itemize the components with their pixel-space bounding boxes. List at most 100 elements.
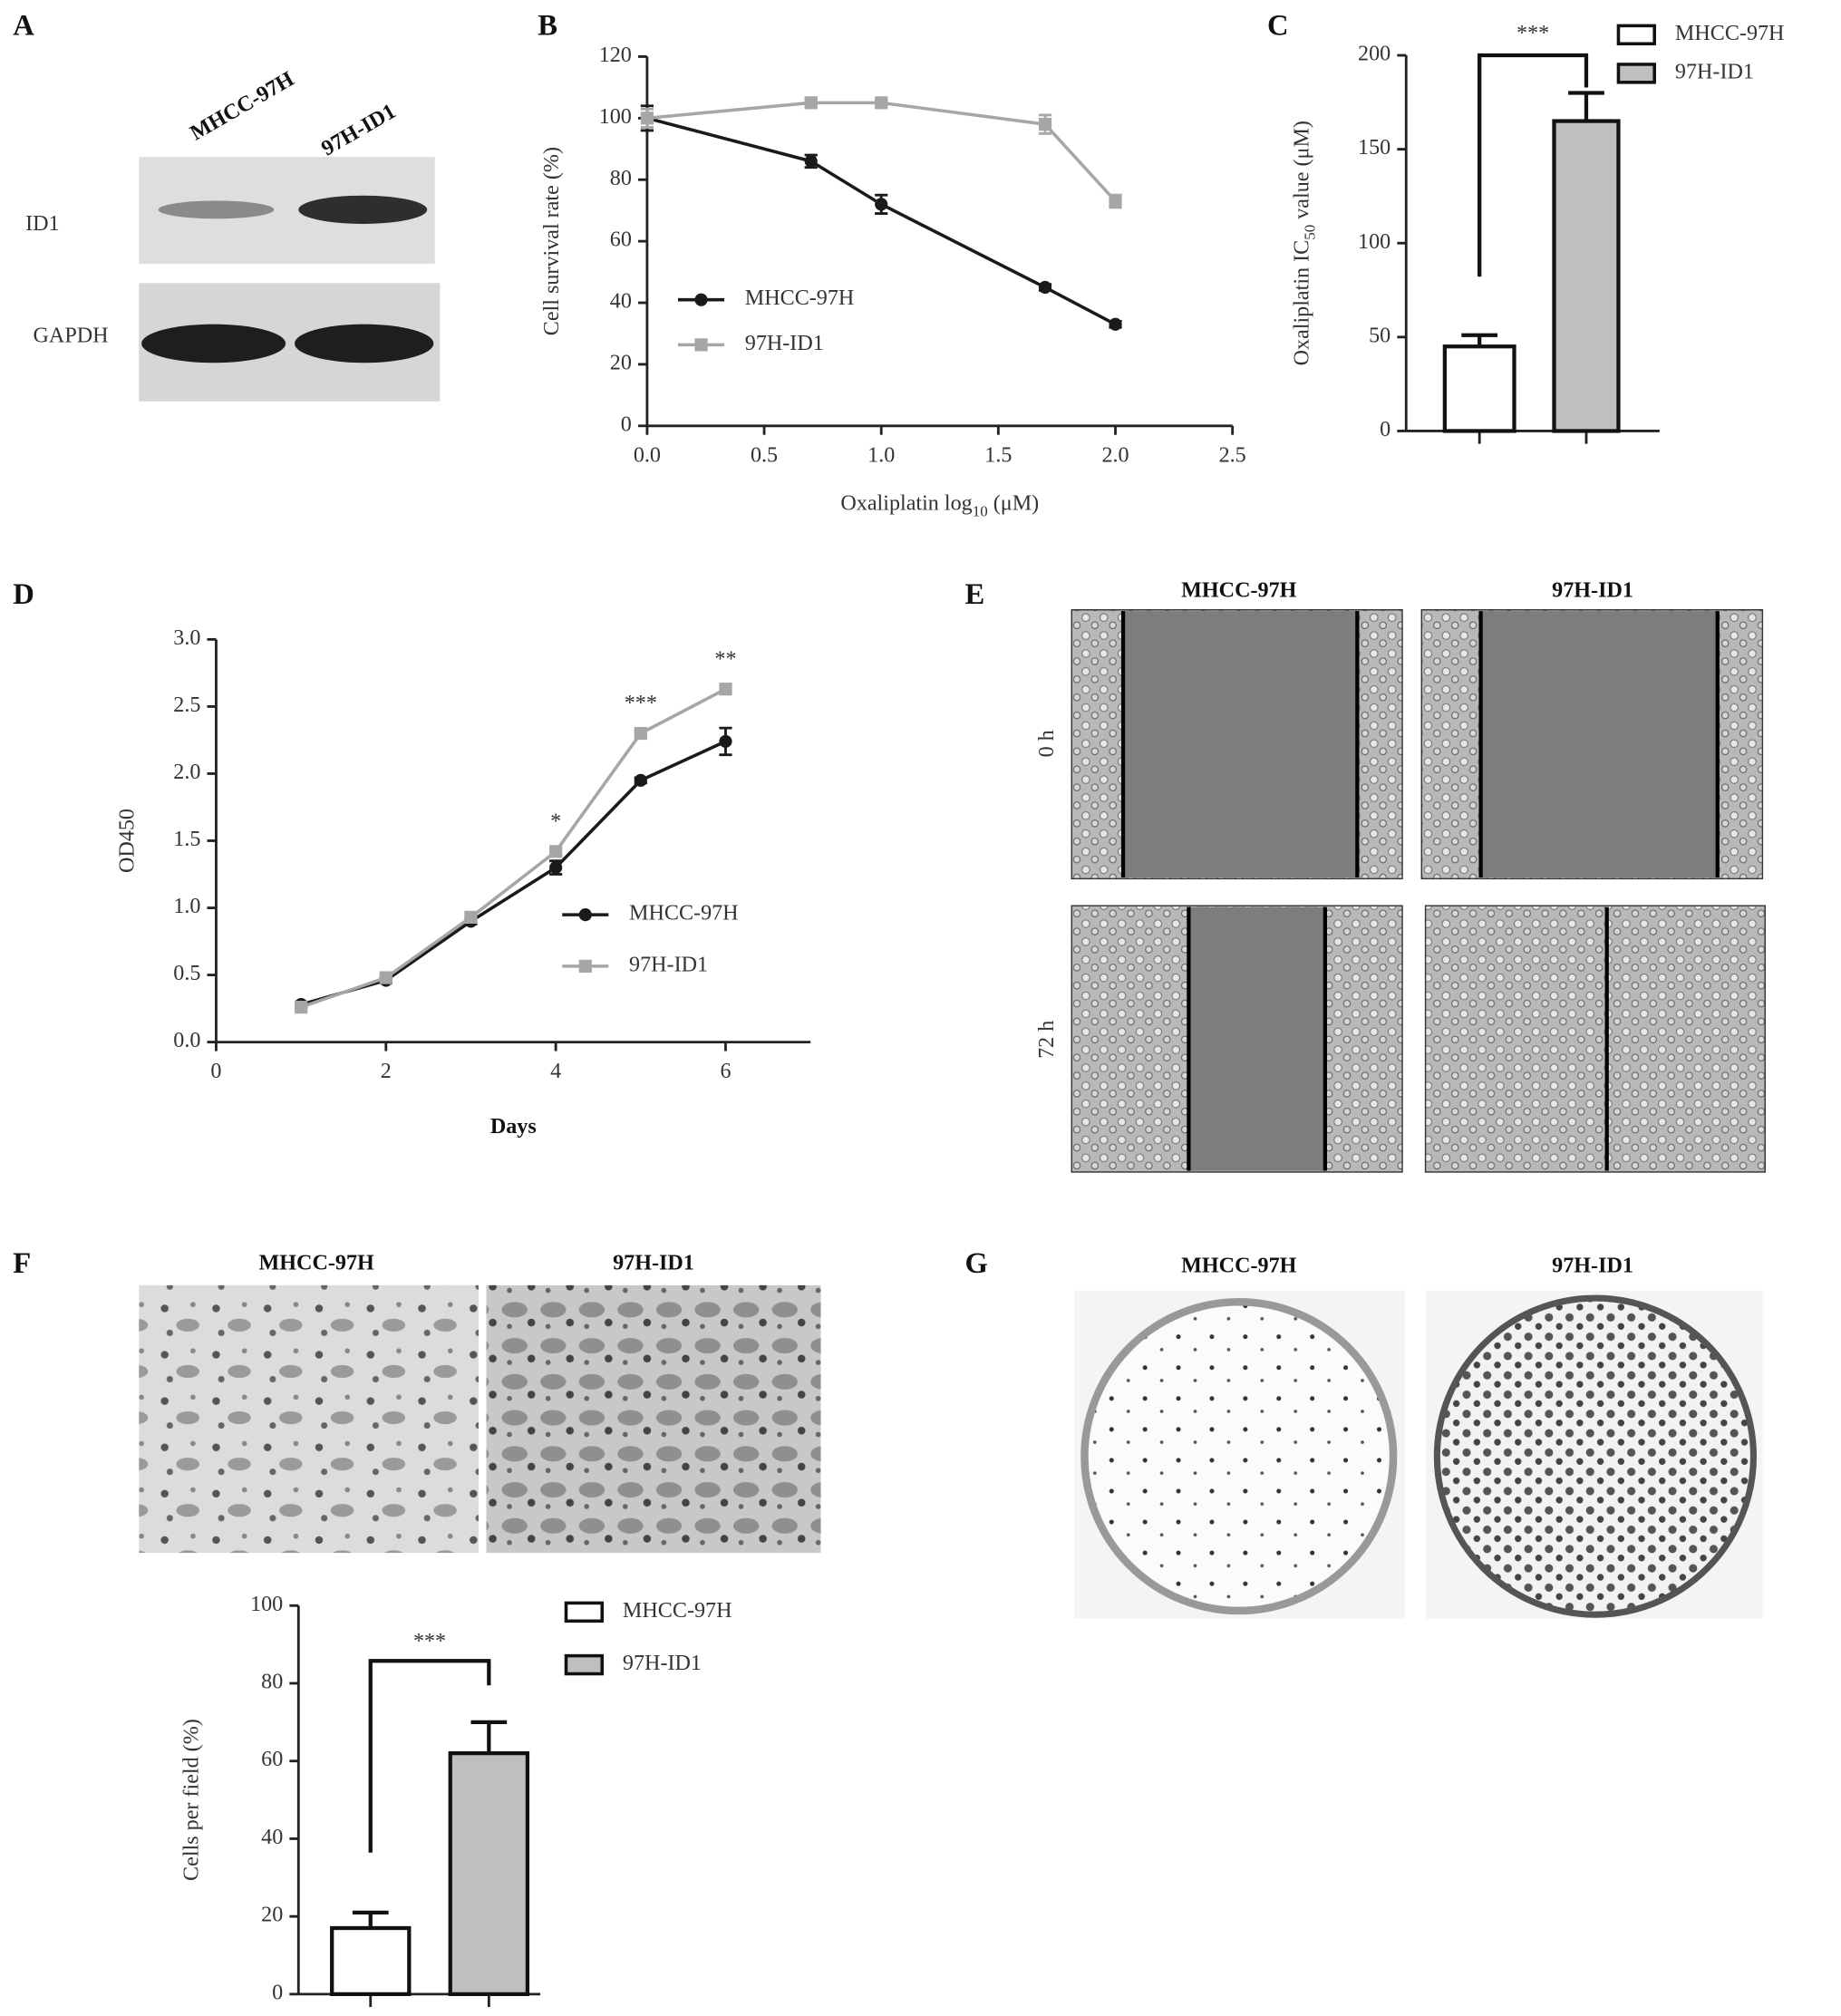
y-axis-label-part: value (μM) [1290, 121, 1313, 225]
panel-letter: C [1267, 10, 1289, 43]
wound-image [1424, 905, 1766, 1173]
bar [330, 1925, 412, 1997]
y-tick-label: 50 [1369, 324, 1390, 347]
significance-label: *** [413, 1630, 446, 1653]
column-label: 97H-ID1 [1552, 1255, 1633, 1278]
point [1109, 317, 1122, 331]
row-label: 72 h [1035, 1021, 1059, 1059]
y-tick-label: 0 [1380, 418, 1390, 441]
annotation: * [550, 810, 561, 834]
panel-letter: B [538, 10, 557, 43]
x-axis-label: Oxaliplatin log10 (μM) [840, 491, 1039, 520]
x-tick-label: 4 [550, 1060, 561, 1083]
point [549, 861, 563, 875]
y-tick-label: 20 [610, 351, 632, 374]
x-axis-label-part: Oxaliplatin log [840, 491, 972, 515]
chart: D 0.0 0.5 1.0 1.5 2.0 2.5 3.0 0 2 4 6 MHCC-97H 97H-ID… [13, 578, 811, 1083]
legend-label: MHCC-97H [745, 286, 855, 310]
band [158, 200, 275, 219]
column-label: 97H-ID1 [613, 1252, 694, 1275]
point [634, 773, 647, 787]
annotation: ** [714, 647, 736, 671]
y-tick-label: 40 [610, 290, 632, 314]
column-label: MHCC-97H [1181, 578, 1296, 602]
x-tick-label: 1.5 [984, 443, 1012, 467]
legend-label: 97H-ID1 [1675, 60, 1754, 83]
point [719, 734, 732, 749]
band [298, 195, 428, 224]
y-tick-label: 120 [599, 44, 632, 67]
legend-label: MHCC-97H [1675, 22, 1785, 45]
legend-marker [694, 293, 708, 306]
legend-marker [578, 908, 592, 922]
y-axis-label-part: 50 [1302, 225, 1319, 240]
x-tick-label: 2.5 [1219, 443, 1246, 467]
transwell-image [139, 1284, 479, 1554]
bar [1552, 119, 1621, 433]
point [295, 1001, 308, 1014]
column-label: 97H-ID1 [317, 100, 400, 160]
column-label: 97H-ID1 [1552, 578, 1633, 602]
bar [1442, 344, 1516, 433]
y-axis-label: OD450 [115, 809, 139, 873]
y-tick-label: 20 [261, 1904, 283, 1927]
legend-swatch [564, 1601, 605, 1623]
legend-label: MHCC-97H [629, 902, 739, 926]
y-tick-label: 100 [1358, 230, 1390, 254]
panel-letter: D [13, 578, 34, 611]
y-tick-label: 80 [610, 167, 632, 190]
legend-marker [578, 959, 592, 973]
column-label: MHCC-97H [1181, 1255, 1296, 1278]
error-bar [352, 1910, 389, 1929]
band [141, 324, 286, 363]
legend-swatch [1616, 24, 1656, 46]
colony-image [1425, 1290, 1763, 1619]
column-label: MHCC-97H [259, 1252, 374, 1275]
point [804, 96, 818, 110]
y-tick-label: 200 [1358, 43, 1390, 66]
chart: B 0 20 40 60 80 100 120 0.0 0.5 1.0 1.5 2.0 2.5 MHCC-9… [538, 10, 1245, 468]
x-tick-label: 0.0 [634, 443, 661, 467]
significance-bracket [368, 1659, 491, 1853]
significance-bracket [1478, 53, 1589, 277]
y-tick-label: 100 [599, 105, 632, 129]
x-tick-label: 0.5 [751, 443, 778, 467]
chart: 0 20 40 60 80 100 MHCC-97H 97H-ID1 *** [250, 1593, 732, 2008]
wound-image [1071, 905, 1403, 1173]
y-tick-label: 60 [610, 228, 632, 252]
x-tick-label: 0 [210, 1060, 221, 1083]
y-tick-label: 2.0 [173, 761, 200, 784]
error-bar [470, 1720, 508, 1754]
point [875, 198, 888, 211]
y-tick-label: 2.5 [173, 693, 200, 717]
point [634, 726, 647, 741]
column-label: MHCC-97H [187, 67, 298, 145]
point [1038, 118, 1052, 131]
significance-label: *** [1516, 22, 1549, 45]
line [300, 740, 727, 1006]
point [379, 971, 392, 984]
x-tick-label: 6 [720, 1060, 731, 1083]
colony-image [1074, 1290, 1405, 1619]
wound-image [1071, 609, 1403, 880]
point [1109, 194, 1122, 208]
panel-letter: F [13, 1247, 31, 1280]
chart: C 0 50 100 150 200 MHCC-97H 97H-ID1 *** [1267, 10, 1784, 444]
point [804, 154, 818, 168]
legend-label: 97H-ID1 [623, 1652, 702, 1675]
point [719, 683, 732, 696]
y-axis-label: Oxaliplatin IC50 value (μM) [1290, 121, 1319, 365]
x-axis-label-part: (μM) [988, 491, 1039, 515]
panel-letter: E [964, 578, 984, 611]
y-axis-label-part: Oxaliplatin IC [1290, 240, 1313, 366]
y-axis-label: Cell survival rate (%) [540, 147, 564, 335]
x-tick-label: 2 [381, 1060, 392, 1083]
x-axis-label-part: 10 [973, 503, 988, 520]
x-axis-label: Days [490, 1115, 537, 1139]
point [549, 845, 563, 858]
y-tick-label: 0.5 [173, 962, 200, 985]
x-tick-label: 2.0 [1101, 443, 1129, 467]
point [1038, 280, 1052, 295]
point [464, 910, 478, 924]
